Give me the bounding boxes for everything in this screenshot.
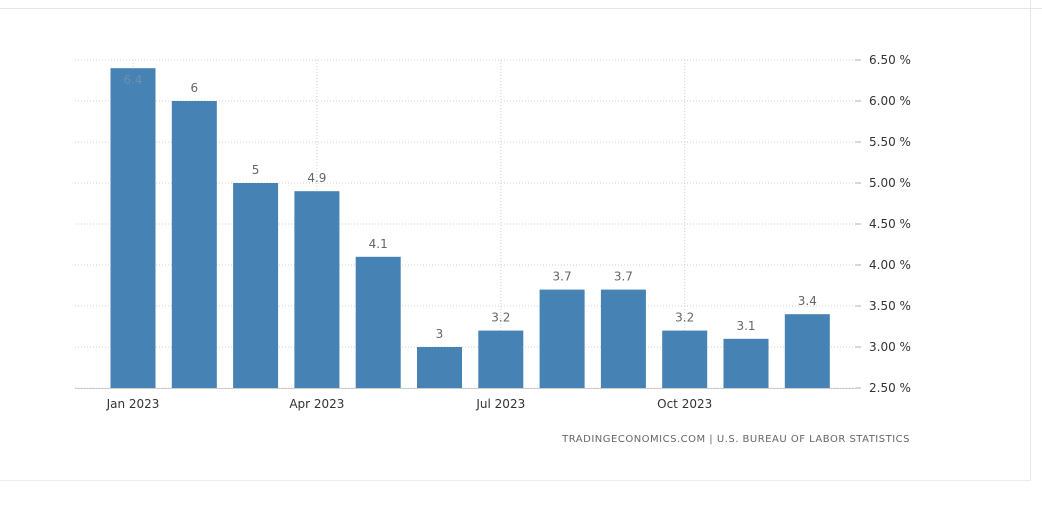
- source-attribution: TRADINGECONOMICS.COM | U.S. BUREAU OF LA…: [562, 434, 910, 445]
- bars: [110, 68, 830, 388]
- bar: [723, 338, 769, 388]
- data-label: 4.9: [307, 171, 326, 185]
- y-tick-label: 5.50 %: [869, 135, 911, 149]
- bar: [294, 191, 340, 388]
- y-tick-label: 4.50 %: [869, 217, 911, 231]
- data-label: 3.2: [491, 311, 510, 325]
- data-label: 6.4: [123, 73, 142, 87]
- bar: [355, 256, 401, 388]
- x-tick-label: Jul 2023: [475, 397, 525, 411]
- bar: [539, 289, 585, 388]
- window-top-border: [0, 0, 1042, 9]
- x-axis-tick-labels: Jan 2023 Apr 2023 Jul 2023 Oct 2023: [106, 397, 713, 411]
- data-label: 3.7: [553, 270, 572, 284]
- data-label: 3.1: [736, 319, 755, 333]
- y-tick-label: 2.50 %: [869, 381, 911, 395]
- data-label: 4.1: [369, 237, 388, 251]
- bar: [233, 183, 279, 388]
- y-tick-label: 4.00 %: [869, 258, 911, 272]
- y-tick-label: 3.50 %: [869, 299, 911, 313]
- bar: [110, 68, 156, 388]
- window-right-border: [1030, 0, 1031, 480]
- window-bottom-border: [0, 480, 1031, 481]
- data-label: 3.2: [675, 311, 694, 325]
- bar: [600, 289, 646, 388]
- data-label: 3.4: [798, 294, 817, 308]
- data-label: 5: [252, 163, 260, 177]
- y-tick-label: 6.00 %: [869, 94, 911, 108]
- data-label: 6: [190, 81, 198, 95]
- x-tick-label: Oct 2023: [657, 397, 712, 411]
- data-labels: 6.4 6 5 4.9 4.1 3 3.2 3.7 3.7 3.2 3.1 3.4: [123, 73, 816, 341]
- y-tick-label: 6.50 %: [869, 53, 911, 67]
- data-label: 3.7: [614, 270, 633, 284]
- y-tick-label: 3.00 %: [869, 340, 911, 354]
- bar: [417, 347, 462, 388]
- y-axis-tick-labels: 2.50 % 3.00 % 3.50 % 4.00 % 4.50 % 5.00 % 5.50…: [869, 53, 911, 395]
- bar: [478, 330, 524, 388]
- data-label: 3: [436, 327, 444, 341]
- bar: [662, 330, 708, 388]
- bar: [784, 314, 830, 388]
- y-tick-label: 5.00 %: [869, 176, 911, 190]
- x-tick-label: Apr 2023: [289, 397, 344, 411]
- bar: [171, 101, 217, 388]
- x-tick-label: Jan 2023: [106, 397, 160, 411]
